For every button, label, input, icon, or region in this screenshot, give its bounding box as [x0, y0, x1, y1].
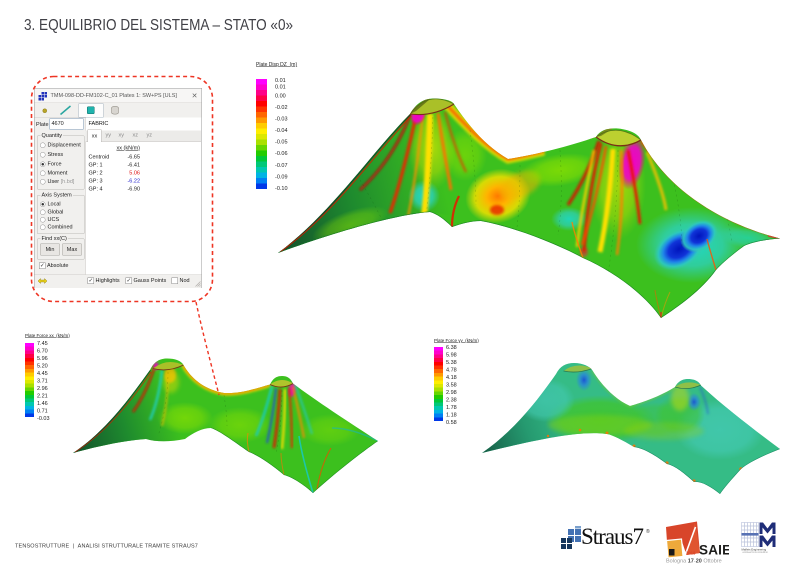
- svg-text:Maffeis Engineering: Maffeis Engineering: [742, 548, 767, 552]
- svg-text:SAIE: SAIE: [699, 543, 729, 558]
- svg-text:2018: 2018: [686, 551, 696, 556]
- svg-text:Bologna 17-20 Ottobre: Bologna 17-20 Ottobre: [666, 559, 722, 564]
- svg-text:engineering & consulting: engineering & consulting: [743, 551, 769, 553]
